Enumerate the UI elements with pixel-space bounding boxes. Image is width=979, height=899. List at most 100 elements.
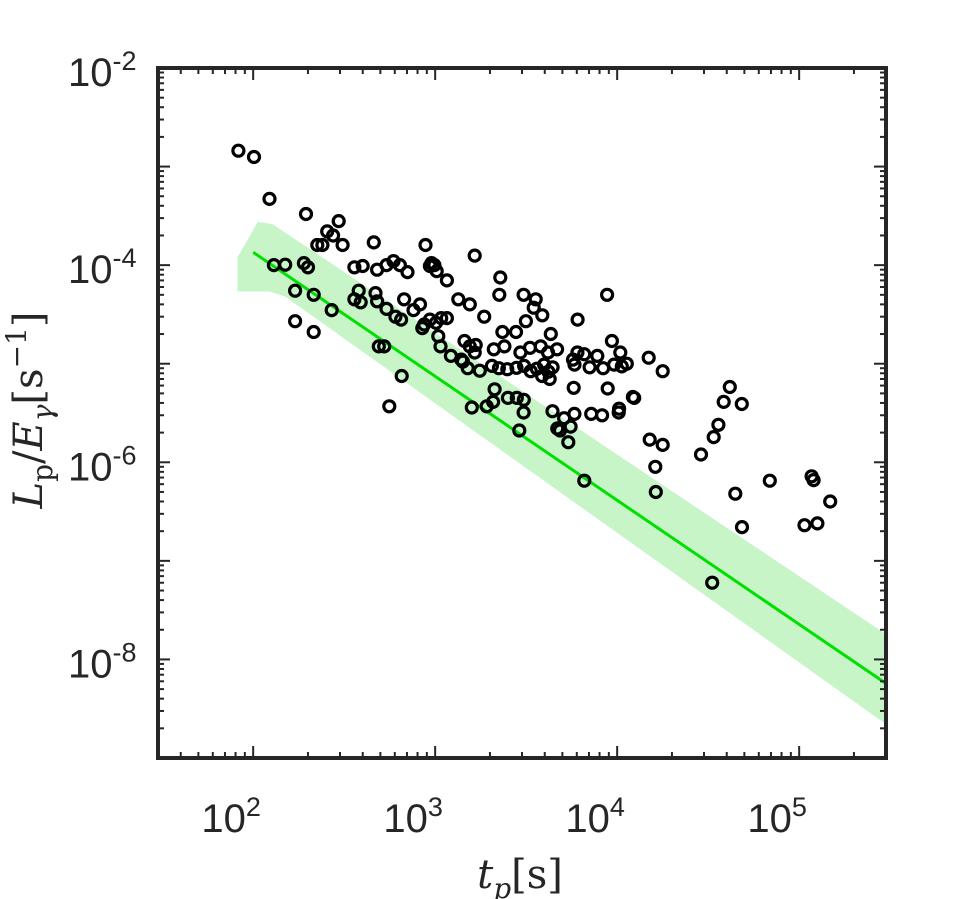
confidence-band-layer [237,221,886,725]
data-point [556,411,572,426]
data-point [298,206,314,222]
data-point [326,228,341,243]
y-tick-label: 10-4 [68,243,137,292]
data-point [722,379,737,395]
data-point [797,518,812,533]
data-point [379,301,394,316]
labels-layer: 102 103 104 105 10-8 10-6 10-4 10-2 tp[s] Lp/Eγ[s… [0,46,807,899]
data-point [716,394,731,409]
data-point [433,339,448,354]
data-points-layer [231,143,838,590]
data-point [439,273,454,288]
data-point [528,292,543,307]
data-point [493,270,508,285]
data-point [526,300,541,315]
data-point [310,237,325,253]
data-point [655,437,670,452]
data-point [366,235,381,250]
data-point [516,405,531,420]
data-point [492,287,507,302]
data-point [509,390,524,405]
data-point [439,311,454,326]
data-point [497,339,512,354]
data-point [567,357,582,372]
x-tick-label: 103 [383,792,443,841]
data-point [451,292,466,307]
data-point [535,308,550,323]
data-point [382,399,397,414]
data-point [392,258,407,273]
data-point [462,297,477,312]
data-point [705,575,720,590]
data-point [418,237,433,253]
data-point [477,309,492,324]
data-point [500,390,515,405]
data-point [262,191,277,206]
data-point [706,430,721,445]
data-point [509,360,524,375]
data-point [577,347,592,362]
data-point [570,312,585,327]
data-point [545,404,560,419]
data-point [467,248,482,263]
fit-line-layer [252,251,886,685]
x-axis-label: tp[s] [477,852,563,899]
data-point [561,435,576,450]
data-point [566,380,581,395]
data-point [495,324,510,340]
data-point [823,494,838,509]
data-point [611,405,626,420]
axes-layer [156,66,888,760]
data-point [728,486,743,501]
data-point [594,408,610,423]
y-tick-label: 10-6 [68,440,137,489]
data-point [306,324,321,340]
data-point [246,149,262,165]
data-point [512,423,527,438]
data-point [486,394,501,409]
data-point [464,400,479,415]
data-point [331,214,346,229]
fit-line [252,251,886,685]
data-point [590,348,605,363]
confidence-band [237,221,886,725]
data-point [711,417,726,432]
data-point [648,459,663,474]
data-point [655,364,670,379]
data-point [306,287,321,302]
x-tick-label: 102 [201,792,261,841]
data-point [595,361,611,376]
data-point [606,357,622,372]
data-point [604,333,620,349]
data-point [370,262,385,277]
data-point [542,371,557,387]
data-point [288,314,303,329]
data-point [406,303,421,318]
data-point [534,368,550,384]
data-point [394,368,409,384]
data-point [487,382,502,397]
data-point [516,392,531,407]
data-point [508,324,524,340]
data-point [627,390,642,405]
data-point [468,337,483,353]
data-point [762,473,777,488]
data-point [614,359,629,374]
data-point [278,257,293,272]
data-point [371,339,386,354]
data-point [394,312,409,327]
data-point [467,345,482,360]
data-point [570,345,585,360]
data-point [599,287,615,302]
y-axis-label: Lp/Eγ[s−1] [0,312,59,510]
y-tick-label: 10-8 [68,637,137,686]
data-point [368,286,383,301]
data-point [397,292,412,307]
data-point [552,423,568,438]
data-point [641,350,656,365]
data-point [324,303,339,318]
data-point [734,519,750,535]
data-point [518,314,534,329]
data-point [347,260,362,275]
